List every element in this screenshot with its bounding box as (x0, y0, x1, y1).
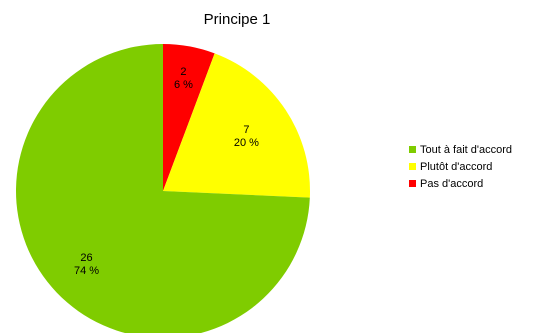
slice-count-label: 7 (243, 124, 249, 136)
legend-label: Plutôt d'accord (420, 161, 492, 173)
pie-slice-plut-t-d-accord (163, 53, 310, 198)
slice-percent-label: 6 % (174, 79, 193, 91)
slice-count-label: 2 (180, 66, 186, 78)
legend-swatch (409, 146, 416, 153)
chart-legend: Tout à fait d'accord Plutôt d'accord Pas d… (409, 144, 512, 190)
slice-percent-label: 74 % (74, 265, 99, 277)
slice-percent-label: 20 % (234, 137, 259, 149)
slice-count-label: 26 (80, 252, 92, 264)
legend-swatch (409, 163, 416, 170)
legend-label: Pas d'accord (420, 178, 483, 190)
pie-slice-tout-fait-d-accord (16, 44, 310, 333)
pie-slices (16, 44, 310, 333)
chart-title: Principe 1 (204, 11, 271, 28)
legend-swatch (409, 180, 416, 187)
legend-label: Tout à fait d'accord (420, 144, 512, 156)
pie-slice-pas-d-accord (163, 44, 215, 191)
